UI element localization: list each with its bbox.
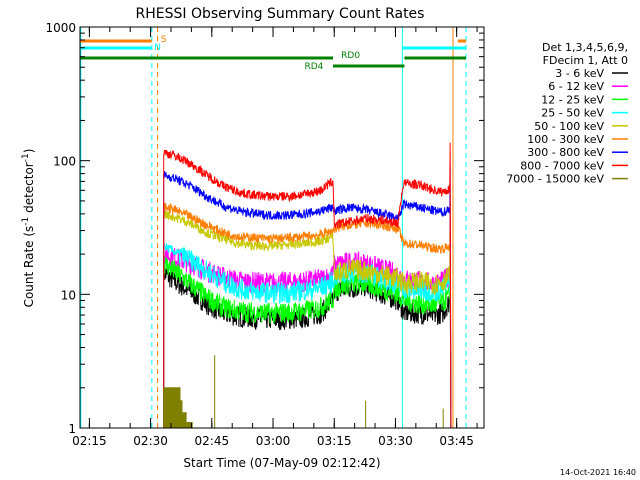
legend-label-6: 300 - 800 keV (527, 146, 604, 159)
series-line-6 (163, 162, 452, 428)
y-tick-label-1: 10 (61, 288, 76, 302)
x-axis-label: Start Time (07-May-09 02:12:42) (183, 456, 380, 470)
render-timestamp: 14-Oct-2021 16:40 (560, 468, 636, 477)
series-line-1 (163, 228, 452, 428)
legend-header-1: FDecim 1, Att 0 (543, 54, 628, 67)
annotation-label-3: RD4 (304, 62, 323, 72)
series-line-4 (163, 210, 452, 428)
series-line-3 (163, 235, 452, 428)
annotation-label-0: S (161, 35, 167, 45)
legend-label-5: 100 - 300 keV (527, 133, 604, 146)
x-tick-label-6: 03:45 (439, 434, 474, 448)
x-tick-label-2: 02:45 (195, 434, 230, 448)
series-line-7 (163, 142, 452, 428)
x-tick-label-5: 03:30 (378, 434, 413, 448)
x-tick-label-0: 02:15 (72, 434, 107, 448)
legend-label-3: 25 - 50 keV (541, 107, 604, 120)
legend-header-0: Det 1,3,4,5,6,9, (542, 41, 628, 54)
y-axis-label: Count Rate (s-1 detector-1) (21, 149, 36, 308)
legend-label-8: 7000 - 15000 keV (506, 173, 604, 186)
y-tick-label-0: 1 (68, 422, 76, 436)
y-tick-label-2: 100 (53, 155, 76, 169)
y-tick-label-3: 1000 (45, 21, 76, 35)
series-line-2 (163, 248, 452, 428)
chart-title: RHESSI Observing Summary Count Rates (136, 6, 425, 22)
series-line-0 (163, 254, 452, 428)
x-tick-label-4: 03:15 (317, 434, 352, 448)
legend-label-0: 3 - 6 keV (555, 67, 604, 80)
series-line-8 (163, 387, 193, 428)
x-tick-label-3: 03:00 (256, 434, 291, 448)
plot-frame (79, 26, 485, 429)
legend-label-2: 12 - 25 keV (541, 93, 604, 106)
annotation-label-2: RD0 (341, 51, 360, 61)
legend-label-1: 6 - 12 keV (548, 80, 604, 93)
x-tick-label-1: 02:30 (133, 434, 168, 448)
legend: Det 1,3,4,5,6,9,FDecim 1, Att 03 - 6 keV… (506, 41, 628, 186)
annotation-label-1: N (154, 43, 161, 53)
series-line-5 (163, 200, 452, 428)
legend-label-7: 800 - 7000 keV (520, 159, 604, 172)
legend-label-4: 50 - 100 keV (534, 120, 604, 133)
